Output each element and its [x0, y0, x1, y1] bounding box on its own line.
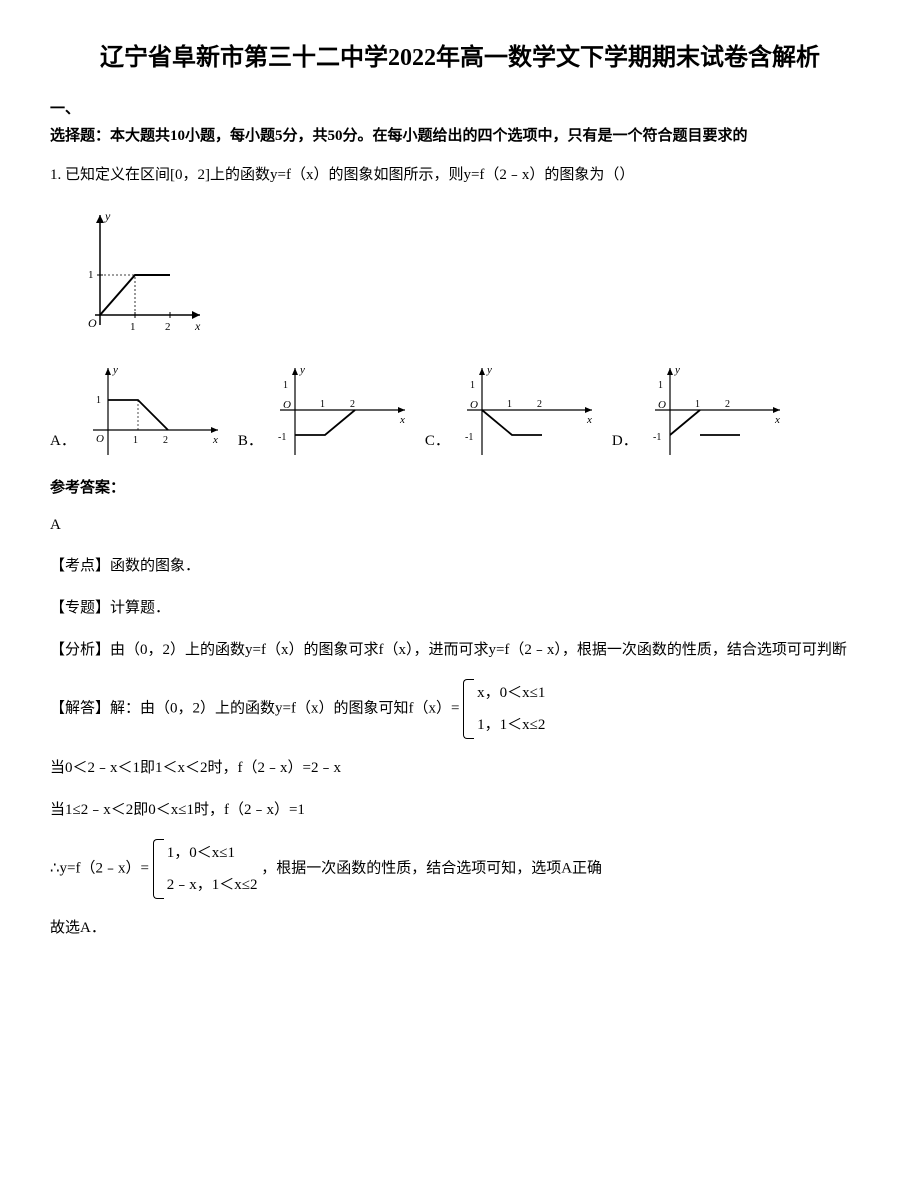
svg-text:2: 2	[165, 321, 171, 333]
page-title: 辽宁省阜新市第三十二中学2022年高一数学文下学期期末试卷含解析	[50, 40, 870, 76]
solve-line-2: 当0＜2﹣x＜1即1＜x＜2时，f（2﹣x）=2﹣x	[50, 753, 870, 783]
svg-text:1: 1	[133, 435, 138, 446]
question-1-main-graph: y x O 1 2 1	[70, 205, 870, 345]
solve-line-1: 【解答】解：由（0，2）上的函数y=f（x）的图象可知f（x）= x，0＜x≤1…	[50, 677, 870, 741]
result-piecewise: 1，0＜x≤1 2﹣x，1＜x≤2	[153, 837, 258, 901]
svg-text:O: O	[470, 399, 478, 411]
therefore-suffix: ，根据一次函数的性质，结合选项可知，选项A正确	[261, 860, 602, 876]
choice-c-graph: y x O 1 2 1 -1	[452, 360, 602, 460]
svg-text:-1: -1	[278, 432, 286, 443]
choice-a-label: A．	[50, 428, 76, 460]
svg-text:1: 1	[130, 321, 136, 333]
result-row2: 2﹣x，1＜x≤2	[167, 869, 258, 901]
svg-text:1: 1	[96, 395, 101, 406]
svg-text:y: y	[674, 364, 680, 376]
exam-topic: 【专题】计算题．	[50, 593, 870, 623]
svg-text:1: 1	[695, 399, 700, 410]
section-1-heading: 一、 选择题：本大题共10小题，每小题5分，共50分。在每小题给出的四个选项中，…	[50, 96, 870, 150]
svg-text:1: 1	[88, 269, 94, 281]
therefore-prefix: ∴y=f（2﹣x）=	[50, 860, 149, 876]
svg-text:O: O	[658, 399, 666, 411]
question-1-text: 1. 已知定义在区间[0，2]上的函数y=f（x）的图象如图所示，则y=f（2﹣…	[50, 160, 870, 190]
svg-text:2: 2	[537, 399, 542, 410]
fx-piecewise: x，0＜x≤1 1，1＜x≤2	[463, 677, 545, 741]
svg-text:x: x	[212, 434, 218, 446]
answer-heading: 参考答案：	[50, 475, 870, 502]
choice-a-graph: y x O 1 2 1	[78, 360, 228, 460]
solve-prefix: 【解答】解：由（0，2）上的函数y=f（x）的图象可知f（x）=	[50, 700, 459, 716]
svg-text:2: 2	[350, 399, 355, 410]
section-text: 选择题：本大题共10小题，每小题5分，共50分。在每小题给出的四个选项中，只有是…	[50, 128, 748, 144]
section-prefix: 一、	[50, 101, 80, 117]
svg-text:y: y	[104, 209, 111, 223]
svg-text:1: 1	[470, 380, 475, 391]
svg-text:1: 1	[507, 399, 512, 410]
svg-text:x: x	[586, 414, 592, 426]
svg-text:y: y	[486, 364, 492, 376]
answer-letter: A	[50, 512, 870, 539]
svg-text:-1: -1	[465, 432, 473, 443]
choice-a: A． y x O 1 2 1	[50, 360, 228, 460]
conclusion: 故选A．	[50, 913, 870, 943]
svg-text:x: x	[399, 414, 405, 426]
result-row1: 1，0＜x≤1	[167, 837, 258, 869]
fx-row2: 1，1＜x≤2	[477, 709, 545, 741]
svg-text:O: O	[283, 399, 291, 411]
choice-d-label: D．	[612, 428, 638, 460]
svg-text:2: 2	[163, 435, 168, 446]
choice-b: B． y x O 1 2 1 -1	[238, 360, 415, 460]
svg-text:-1: -1	[653, 432, 661, 443]
question-1-choices: A． y x O 1 2 1 B． y x O 1 2 1	[50, 360, 870, 460]
svg-text:1: 1	[283, 380, 288, 391]
choice-c-label: C．	[425, 428, 450, 460]
svg-text:y: y	[112, 364, 118, 376]
svg-text:x: x	[774, 414, 780, 426]
svg-text:1: 1	[658, 380, 663, 391]
svg-text:2: 2	[725, 399, 730, 410]
svg-text:O: O	[96, 433, 104, 445]
exam-point: 【考点】函数的图象．	[50, 551, 870, 581]
therefore-line: ∴y=f（2﹣x）= 1，0＜x≤1 2﹣x，1＜x≤2 ，根据一次函数的性质，…	[50, 837, 870, 901]
analysis-text: 【分析】由（0，2）上的函数y=f（x）的图象可求f（x），进而可求y=f（2﹣…	[50, 635, 870, 665]
svg-text:O: O	[88, 316, 97, 330]
svg-text:x: x	[194, 319, 201, 333]
svg-text:1: 1	[320, 399, 325, 410]
fx-row1: x，0＜x≤1	[477, 677, 545, 709]
svg-text:y: y	[299, 364, 305, 376]
choice-d-graph: y x O 1 2 1 -1	[640, 360, 790, 460]
choice-c: C． y x O 1 2 1 -1	[425, 360, 602, 460]
choice-d: D． y x O 1 2 1 -1	[612, 360, 790, 460]
choice-b-label: B．	[238, 428, 263, 460]
choice-b-graph: y x O 1 2 1 -1	[265, 360, 415, 460]
solve-line-3: 当1≤2﹣x＜2即0＜x≤1时，f（2﹣x）=1	[50, 795, 870, 825]
